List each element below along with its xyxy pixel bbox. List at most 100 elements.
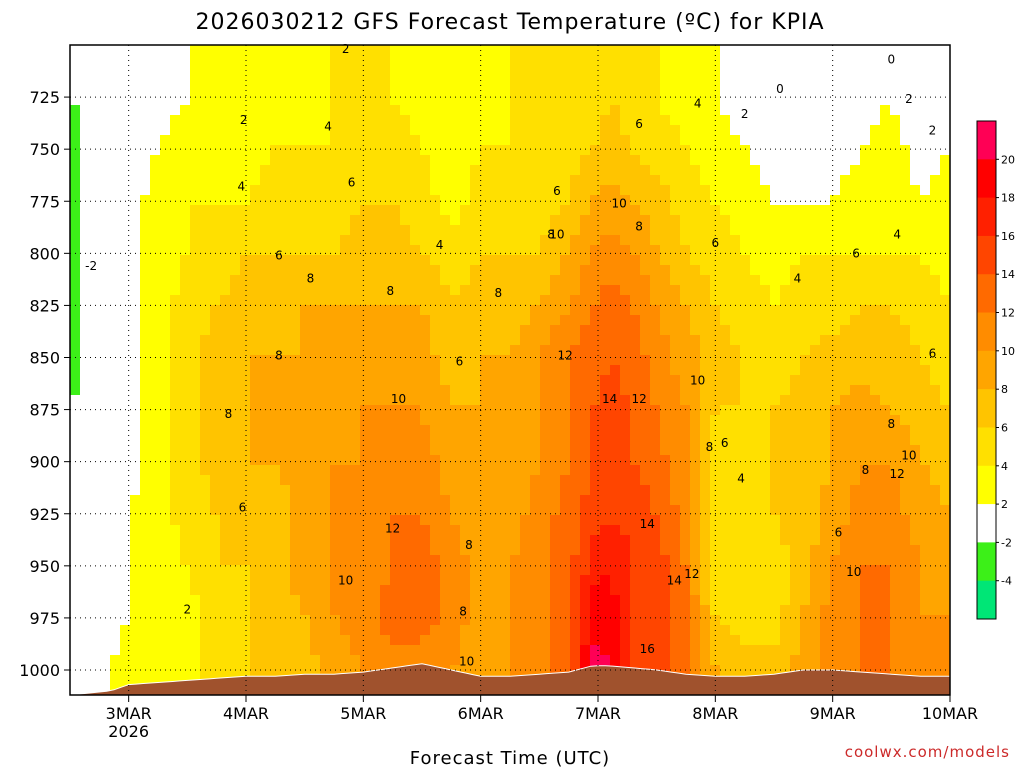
- heatmap-cell: [820, 285, 831, 296]
- heatmap-cell: [690, 245, 701, 256]
- heatmap-cell: [170, 615, 181, 626]
- heatmap-cell: [290, 355, 301, 366]
- heatmap-cell: [450, 535, 461, 546]
- heatmap-cell: [660, 505, 671, 516]
- heatmap-cell: [100, 345, 111, 356]
- heatmap-cell: [420, 155, 431, 166]
- heatmap-cell: [550, 225, 561, 236]
- heatmap-cell: [220, 415, 231, 426]
- heatmap-cell: [130, 395, 141, 406]
- heatmap-cell: [790, 335, 801, 346]
- heatmap-cell: [160, 115, 171, 126]
- heatmap-cell: [120, 605, 131, 616]
- heatmap-cell: [270, 115, 281, 126]
- heatmap-cell: [700, 155, 711, 166]
- heatmap-cell: [670, 145, 681, 156]
- heatmap-cell: [470, 475, 481, 486]
- heatmap-cell: [420, 305, 431, 316]
- heatmap-cell: [350, 575, 361, 586]
- heatmap-cell: [450, 245, 461, 256]
- heatmap-cell: [240, 545, 251, 556]
- heatmap-cell: [430, 505, 441, 516]
- heatmap-cell: [300, 635, 311, 646]
- heatmap-cell: [580, 275, 591, 286]
- heatmap-cell: [680, 235, 691, 246]
- heatmap-cell: [560, 535, 571, 546]
- heatmap-cell: [800, 155, 811, 166]
- heatmap-cell: [180, 645, 191, 656]
- heatmap-cell: [570, 195, 581, 206]
- heatmap-cell: [410, 145, 421, 156]
- heatmap-cell: [810, 75, 821, 86]
- heatmap-cell: [530, 255, 541, 266]
- heatmap-cell: [560, 565, 571, 576]
- heatmap-cell: [480, 345, 491, 356]
- heatmap-cell: [500, 365, 511, 376]
- heatmap-cell: [800, 465, 811, 476]
- heatmap-cell: [700, 545, 711, 556]
- heatmap-cell: [330, 395, 341, 406]
- heatmap-cell: [370, 315, 381, 326]
- heatmap-cell: [240, 135, 251, 146]
- heatmap-cell: [790, 525, 801, 536]
- heatmap-cell: [420, 535, 431, 546]
- heatmap-cell: [450, 575, 461, 586]
- heatmap-cell: [110, 425, 121, 436]
- heatmap-cell: [290, 265, 301, 276]
- heatmap-cell: [500, 85, 511, 96]
- heatmap-cell: [120, 265, 131, 276]
- heatmap-cell: [140, 305, 151, 316]
- heatmap-cell: [250, 645, 261, 656]
- heatmap-cell: [80, 495, 91, 506]
- heatmap-cell: [770, 335, 781, 346]
- heatmap-cell: [770, 265, 781, 276]
- heatmap-cell: [610, 635, 621, 646]
- heatmap-cell: [250, 295, 261, 306]
- heatmap-cell: [790, 535, 801, 546]
- heatmap-cell: [330, 435, 341, 446]
- heatmap-cell: [320, 275, 331, 286]
- heatmap-cell: [420, 205, 431, 216]
- heatmap-cell: [350, 305, 361, 316]
- heatmap-cell: [350, 365, 361, 376]
- heatmap-cell: [660, 325, 671, 336]
- heatmap-cell: [370, 655, 381, 666]
- heatmap-cell: [420, 335, 431, 346]
- heatmap-cell: [360, 355, 371, 366]
- heatmap-cell: [640, 405, 651, 416]
- heatmap-cell: [530, 265, 541, 276]
- heatmap-cell: [310, 245, 321, 256]
- heatmap-cell: [730, 215, 741, 226]
- heatmap-cell: [590, 175, 601, 186]
- heatmap-cell: [410, 45, 421, 56]
- heatmap-cell: [320, 605, 331, 616]
- heatmap-cell: [650, 595, 661, 606]
- heatmap-cell: [290, 535, 301, 546]
- heatmap-cell: [270, 535, 281, 546]
- heatmap-cell: [570, 605, 581, 616]
- heatmap-cell: [380, 355, 391, 366]
- heatmap-cell: [560, 75, 571, 86]
- heatmap-cell: [520, 245, 531, 256]
- heatmap-cell: [310, 625, 321, 636]
- heatmap-cell: [170, 295, 181, 306]
- heatmap-cell: [240, 525, 251, 536]
- heatmap-cell: [490, 455, 501, 466]
- heatmap-cell: [190, 95, 201, 106]
- heatmap-cell: [610, 205, 621, 216]
- heatmap-cell: [260, 535, 271, 546]
- heatmap-cell: [210, 145, 221, 156]
- heatmap-cell: [80, 625, 91, 636]
- heatmap-cell: [580, 305, 591, 316]
- heatmap-cell: [450, 485, 461, 496]
- heatmap-cell: [740, 165, 751, 176]
- heatmap-cell: [380, 145, 391, 156]
- heatmap-cell: [410, 255, 421, 266]
- heatmap-cell: [720, 265, 731, 276]
- heatmap-cell: [590, 485, 601, 496]
- heatmap-cell: [260, 65, 271, 76]
- heatmap-cell: [390, 605, 401, 616]
- heatmap-cell: [530, 395, 541, 406]
- heatmap-cell: [610, 255, 621, 266]
- heatmap-cell: [430, 455, 441, 466]
